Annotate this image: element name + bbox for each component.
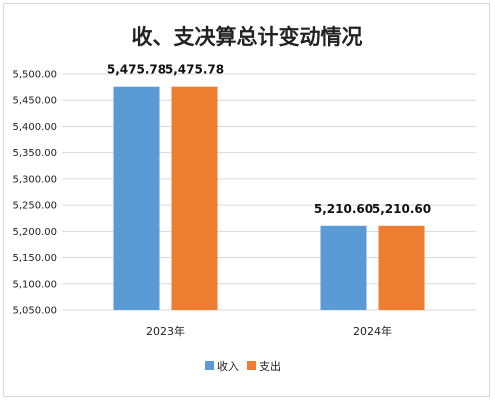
y-tick-label: 5,500.00 bbox=[12, 70, 57, 81]
bar-0-1 bbox=[320, 225, 367, 310]
y-tick-label: 5,250.00 bbox=[12, 201, 57, 212]
y-axis-ticks: 5,050.00 5,100.00 5,150.00 5,200.00 5,250.00… bbox=[12, 70, 57, 317]
y-tick-label: 5,150.00 bbox=[12, 253, 57, 264]
chart-title: 收、支决算总计变动情况 bbox=[132, 25, 363, 49]
y-tick-label: 5,050.00 bbox=[12, 306, 57, 317]
legend-label: 收入 bbox=[217, 359, 239, 373]
bar-1-1 bbox=[378, 225, 425, 310]
y-tick-label: 5,100.00 bbox=[12, 279, 57, 290]
x-axis-categories: 2023年 2024年 bbox=[146, 324, 392, 338]
y-tick-label: 5,400.00 bbox=[12, 122, 57, 133]
legend-swatch bbox=[247, 361, 256, 370]
data-label: 5,475.78 bbox=[107, 63, 166, 77]
y-tick-label: 5,350.00 bbox=[12, 148, 57, 159]
bars bbox=[113, 86, 425, 310]
legend-swatch bbox=[205, 361, 214, 370]
y-tick-label: 5,200.00 bbox=[12, 227, 57, 238]
bar-1-0 bbox=[171, 86, 218, 310]
legend-label: 支出 bbox=[259, 359, 281, 373]
legend: 收入 支出 bbox=[205, 359, 281, 373]
data-label: 5,210.60 bbox=[314, 202, 373, 216]
chart-frame bbox=[3, 3, 490, 397]
data-label: 5,475.78 bbox=[165, 63, 224, 77]
y-tick-label: 5,450.00 bbox=[12, 96, 57, 107]
x-category-label: 2024年 bbox=[353, 324, 392, 338]
data-labels: 5,475.785,475.78 5,210.605,210.60 bbox=[107, 63, 431, 216]
y-tick-label: 5,300.00 bbox=[12, 174, 57, 185]
data-label: 5,210.60 bbox=[372, 202, 431, 216]
bar-0-0 bbox=[113, 86, 160, 310]
x-category-label: 2023年 bbox=[146, 324, 185, 338]
